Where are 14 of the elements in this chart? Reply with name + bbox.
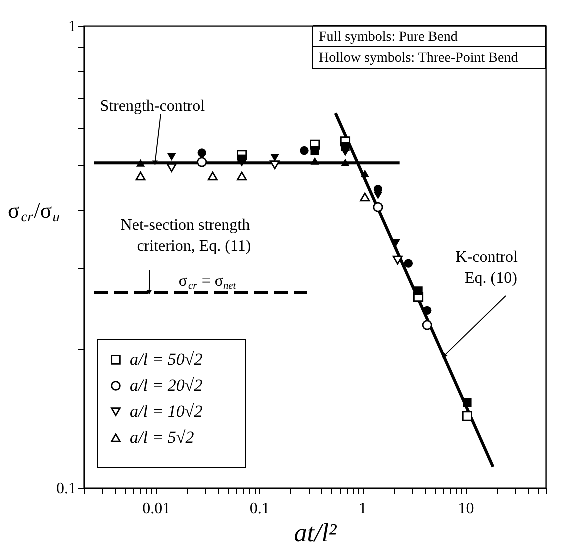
annotation: Full symbols: Pure Bend (319, 30, 458, 45)
x-axis-title: at/l² (294, 518, 338, 548)
legend-label: a/l = 50√2 (130, 350, 204, 369)
legend-label: a/l = 5√2 (130, 428, 195, 447)
legend-label: a/l = 20√2 (130, 376, 204, 395)
x-tick-label: 0.01 (142, 500, 171, 518)
annotation: Hollow symbols: Three-Point Bend (319, 51, 518, 66)
annotation: Net-section strength criterion, Eq. (11) (120, 217, 252, 255)
x-tick-label: 1 (359, 500, 368, 518)
annotation: K-control Eq. (10) (456, 249, 519, 287)
x-tick-label: 10 (458, 500, 474, 518)
legend-label: a/l = 10√2 (130, 402, 204, 421)
x-tick-label: 0.1 (250, 500, 270, 518)
annotation: Strength-control (100, 98, 206, 115)
